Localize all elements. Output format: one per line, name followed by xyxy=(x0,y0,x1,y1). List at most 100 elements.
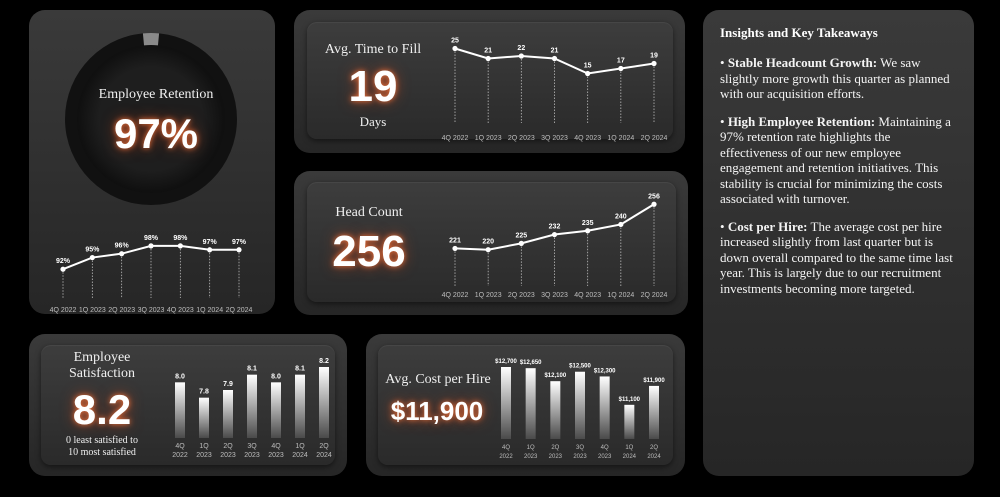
cost-per-hire-title: Avg. Cost per Hire xyxy=(385,372,491,387)
tick-label: 1Q 2023 xyxy=(79,307,106,314)
data-label: $11,100 xyxy=(619,397,641,403)
tick-label: 2023 xyxy=(220,452,236,459)
data-label: 7.8 xyxy=(199,389,209,396)
tick-label: 1Q xyxy=(527,445,535,451)
insight-item-retention: • High Employee Retention: Maintaining a… xyxy=(720,113,951,207)
tick-label: 3Q xyxy=(247,443,257,450)
data-label: 98% xyxy=(173,235,188,242)
tick-label: 2Q 2024 xyxy=(641,292,668,299)
tick-label: 2022 xyxy=(172,452,188,459)
tick-label: 1Q xyxy=(199,443,209,450)
tick-label: 1Q 2024 xyxy=(196,307,223,314)
tick-label: 1Q xyxy=(295,443,305,450)
bar xyxy=(271,382,281,438)
tick-label: 2Q xyxy=(650,445,658,451)
satisfaction-title-line2: Satisfaction xyxy=(68,366,136,381)
data-point xyxy=(119,251,125,257)
time-to-fill-title: Avg. Time to Fill xyxy=(324,42,422,57)
data-label: 21 xyxy=(551,48,559,55)
tick-label: 4Q xyxy=(601,445,609,451)
tick-label: 2023 xyxy=(598,454,612,460)
data-label: 235 xyxy=(582,220,594,227)
data-point xyxy=(651,201,657,207)
bar xyxy=(295,374,305,438)
data-point xyxy=(236,247,242,253)
tick-label: 4Q 2023 xyxy=(574,135,601,142)
satisfaction-title-line1: Employee xyxy=(73,350,131,365)
insight-item-headcount: • Stable Headcount Growth: We saw slight… xyxy=(720,55,950,101)
data-point xyxy=(618,221,624,228)
data-label: $12,300 xyxy=(594,368,616,374)
bar xyxy=(175,382,185,438)
satisfaction-note-line2: 10 most satisfied xyxy=(68,447,136,458)
data-label: 240 xyxy=(615,213,627,220)
satisfaction-bar-chart: 8.0 4Q 2022 7.8 1Q 2023 7.9 2Q 2023 8.1 3Q 2023 8.0 4… xyxy=(172,358,332,459)
data-point xyxy=(485,55,491,62)
tick-label: 2024 xyxy=(623,454,637,460)
tick-label: 4Q 2023 xyxy=(574,292,601,299)
data-label: 22 xyxy=(517,45,525,52)
retention-value: 97% xyxy=(113,110,199,157)
time-to-fill-unit: Days xyxy=(359,114,387,129)
cost-per-hire-value: $11,900 xyxy=(390,396,484,426)
data-label: 92% xyxy=(56,258,71,265)
data-label: 8.0 xyxy=(271,373,281,380)
bar xyxy=(649,385,659,439)
tick-label: 2023 xyxy=(196,452,212,459)
time-to-fill-panel xyxy=(307,22,673,139)
data-point xyxy=(452,45,458,52)
tick-label: 3Q 2023 xyxy=(541,292,568,299)
bar xyxy=(599,376,610,439)
data-point xyxy=(177,243,183,249)
bar xyxy=(223,390,233,438)
cost-per-hire-card: Avg. Cost per Hire $11,900 $12,700 4Q 2022… xyxy=(366,334,685,476)
tick-label: 2024 xyxy=(292,452,308,459)
data-point xyxy=(618,65,624,72)
data-label: $12,500 xyxy=(569,364,591,370)
tick-label: 2023 xyxy=(244,452,260,459)
cost-per-hire-bar-chart: $12,700 4Q 2022 $12,650 1Q 2023 $12,100 2Q 2023 $… xyxy=(495,359,665,460)
tick-label: 4Q xyxy=(175,443,185,450)
data-point xyxy=(452,245,458,252)
tick-label: 4Q xyxy=(502,445,510,451)
tick-label: 2Q xyxy=(551,445,559,451)
cost-per-hire-panel xyxy=(378,345,673,465)
data-label: $12,100 xyxy=(544,373,566,379)
bar xyxy=(501,367,511,439)
tick-label: 2023 xyxy=(549,454,563,460)
tick-label: 2Q 2024 xyxy=(641,135,668,142)
tick-label: 1Q 2023 xyxy=(475,292,502,299)
data-label: 7.9 xyxy=(223,381,233,388)
data-label: 19 xyxy=(650,53,658,60)
data-point xyxy=(585,70,591,77)
bar xyxy=(247,374,257,438)
retention-title: Employee Retention xyxy=(98,87,214,102)
tick-label: 4Q 2023 xyxy=(167,307,194,314)
tick-label: 1Q xyxy=(625,445,633,451)
time-to-fill-card: Avg. Time to Fill 19 Days 25 4Q 2022 21 1Q … xyxy=(294,10,685,153)
bar xyxy=(319,367,329,438)
tick-label: 3Q xyxy=(576,445,584,451)
data-label: 95% xyxy=(85,247,100,254)
data-label: $12,650 xyxy=(520,360,542,366)
tick-label: 1Q 2024 xyxy=(607,292,634,299)
data-point xyxy=(60,266,66,272)
retention-gauge xyxy=(65,32,237,205)
data-label: 8.0 xyxy=(175,373,185,380)
data-label: 17 xyxy=(617,58,625,65)
tick-label: 2023 xyxy=(268,452,284,459)
bar xyxy=(550,381,561,439)
tick-label: 2022 xyxy=(499,454,513,460)
head-count-line-chart: 221 4Q 2022 220 1Q 2023 225 2Q 2023 232 3Q 2023… xyxy=(442,193,668,299)
bar xyxy=(525,368,536,439)
tick-label: 2Q 2023 xyxy=(508,292,535,299)
data-point xyxy=(89,254,95,261)
tick-label: 1Q 2023 xyxy=(475,135,502,142)
tick-label: 2Q 2023 xyxy=(508,135,535,142)
tick-label: 1Q 2024 xyxy=(607,135,634,142)
insights-title: Insights and Key Takeaways xyxy=(720,25,878,40)
satisfaction-value: 8.2 xyxy=(72,386,132,433)
data-label: $12,700 xyxy=(495,359,517,365)
retention-line-chart: 92% 4Q 2022 95% 1Q 2023 96% 2Q 2023 98% 3Q 2023… xyxy=(50,235,253,314)
data-label: 220 xyxy=(482,239,494,246)
